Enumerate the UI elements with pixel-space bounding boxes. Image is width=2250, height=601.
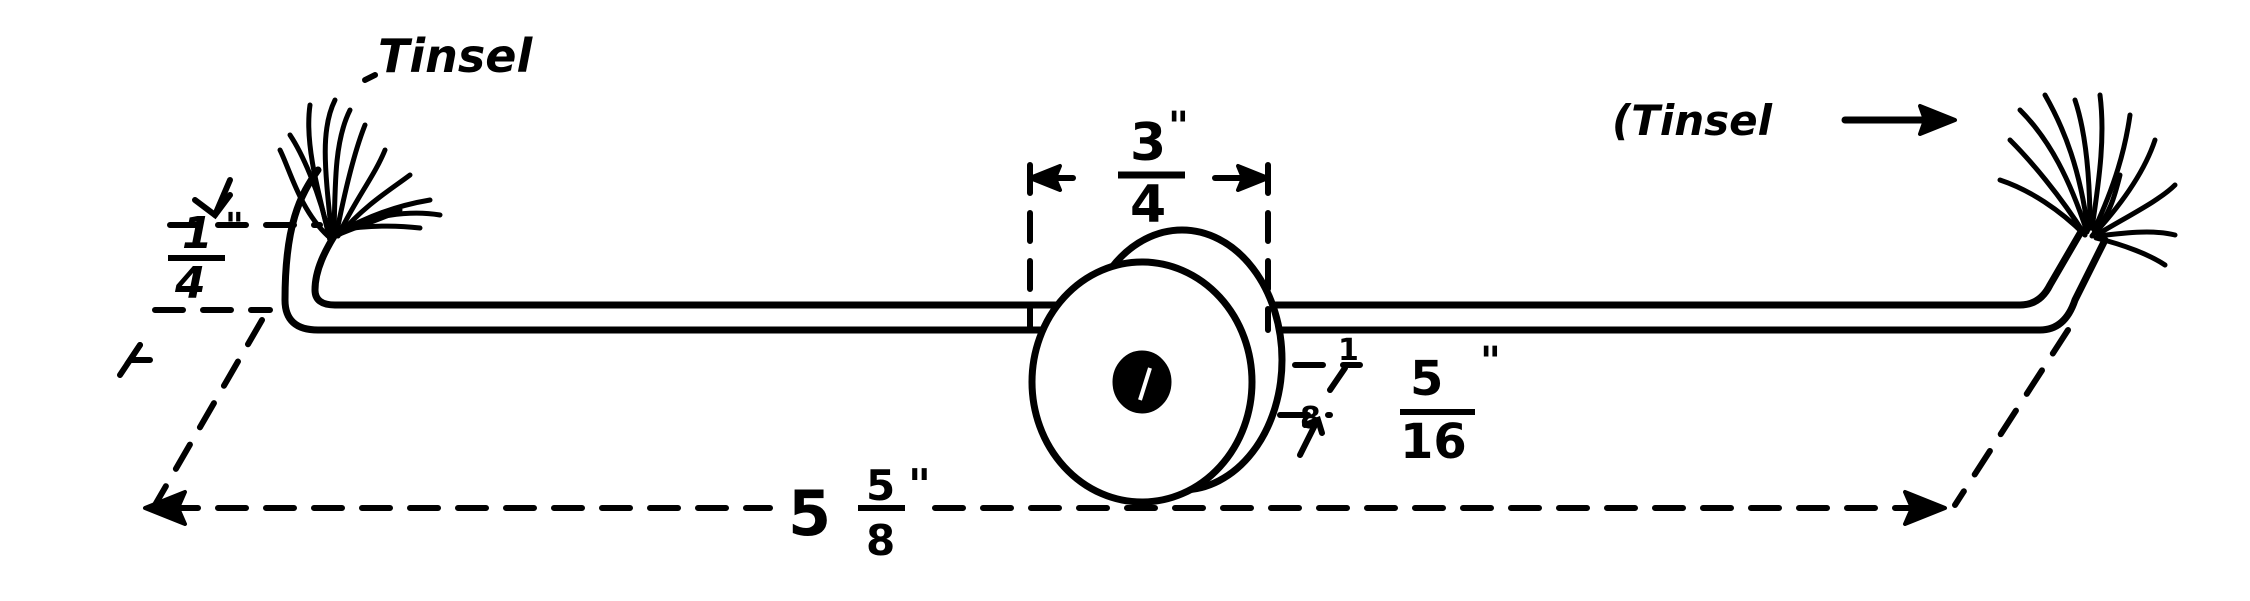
tinsel-tuft-right-icon xyxy=(1997,92,2178,268)
overall-length-inch-mark: " xyxy=(908,460,931,511)
end-height-denominator: 4 xyxy=(174,258,206,309)
right-projection-line xyxy=(1952,327,2071,508)
hub-highlight xyxy=(1138,367,1152,401)
labels: Tinsel (Tinsel 5 5 8 " 3 " 4 1 " 4 5 " 1… xyxy=(168,29,1773,565)
tinsel-label-right: (Tinsel xyxy=(1612,96,1773,145)
wire-inner-line xyxy=(311,226,2086,309)
wire-outer-line xyxy=(281,166,2109,334)
wheel-width-inch-mark: " xyxy=(1168,104,1189,150)
arrowhead-icon xyxy=(1236,164,1270,192)
tinsel-tuft-left-icon xyxy=(277,97,443,243)
offset-numerator: 1 xyxy=(1338,333,1359,368)
overall-length-denominator: 8 xyxy=(866,516,895,565)
thickness-denominator: 16 xyxy=(1400,414,1467,470)
dimension-lines xyxy=(152,162,2071,511)
end-height-inch-mark: " xyxy=(225,206,244,247)
arrowhead-icon xyxy=(143,490,187,526)
end-height-numerator: 1 xyxy=(182,208,213,259)
overall-length-numerator: 5 xyxy=(866,461,895,510)
arrowheads xyxy=(143,104,1957,526)
wheel xyxy=(1028,226,1286,506)
arrowhead-icon xyxy=(1903,490,1947,526)
offset-denominator: 8 xyxy=(1300,401,1321,436)
wheel-width-numerator: 3 xyxy=(1130,113,1166,173)
left-projection-line xyxy=(152,317,265,508)
wheel-hub xyxy=(1112,350,1172,414)
arrowhead-icon xyxy=(1028,164,1062,192)
wire-body xyxy=(281,166,2109,334)
thickness-inch-mark: " xyxy=(1480,339,1501,385)
overall-length-whole: 5 xyxy=(788,477,831,550)
wheel-width-denominator: 4 xyxy=(1130,175,1166,235)
tinsel-left-pointer xyxy=(362,72,378,83)
end-height-arrows xyxy=(117,177,233,378)
tinsel-label-left: Tinsel xyxy=(378,29,533,83)
thickness-arrows xyxy=(1297,365,1348,458)
thickness-numerator: 5 xyxy=(1410,351,1443,407)
